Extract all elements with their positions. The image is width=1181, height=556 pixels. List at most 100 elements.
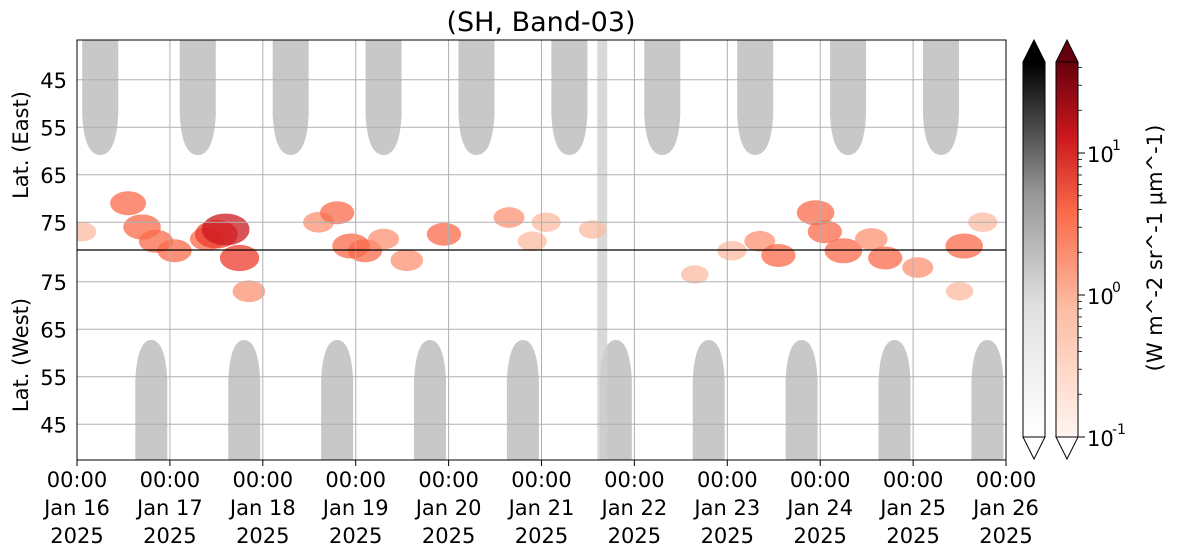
emission-patch bbox=[717, 240, 747, 261]
colorbar-greys bbox=[1022, 61, 1046, 438]
plot-area bbox=[76, 39, 1007, 461]
day-region-east bbox=[82, 40, 119, 155]
x-tick-time: 00:00 bbox=[790, 468, 851, 492]
emission-patch bbox=[854, 228, 888, 250]
x-tick-date: Jan 22 bbox=[600, 496, 668, 520]
day-region-west bbox=[414, 340, 447, 460]
colorbar-tick-label: 10 bbox=[1087, 427, 1114, 451]
day-region-west bbox=[692, 340, 725, 460]
x-tick-year: 2025 bbox=[50, 524, 103, 548]
emission-patch bbox=[761, 244, 796, 267]
x-tick-date: Jan 21 bbox=[507, 496, 575, 520]
colorbar-tick-exponent: -1 bbox=[1112, 422, 1126, 438]
emission-patch bbox=[807, 220, 843, 244]
day-region-east bbox=[179, 40, 216, 155]
emission-patch bbox=[157, 239, 192, 263]
colorbar-reds bbox=[1055, 61, 1079, 438]
day-region-west bbox=[599, 340, 632, 460]
day-region-west bbox=[506, 340, 539, 460]
x-tick-time: 00:00 bbox=[47, 468, 108, 492]
y-tick-label: 65 bbox=[40, 318, 67, 342]
day-region-east bbox=[458, 40, 495, 155]
emission-patch bbox=[796, 200, 835, 226]
emission-patch bbox=[945, 282, 974, 301]
day-region-east bbox=[644, 40, 681, 155]
day-region-west bbox=[135, 340, 168, 460]
y-tick-label: 75 bbox=[40, 271, 67, 295]
emission-patch bbox=[426, 222, 462, 246]
emission-patch bbox=[390, 249, 424, 272]
y-tick-label: 65 bbox=[40, 164, 67, 188]
day-region-west bbox=[971, 340, 1004, 460]
x-tick-year: 2025 bbox=[793, 524, 846, 548]
emission-patch bbox=[868, 246, 903, 270]
x-tick-date: Jan 18 bbox=[228, 496, 296, 520]
day-region-west bbox=[785, 340, 818, 460]
colorbar-tick-exponent: 1 bbox=[1112, 138, 1121, 154]
x-tick-date: Jan 20 bbox=[414, 496, 482, 520]
x-tick-year: 2025 bbox=[979, 524, 1032, 548]
emission-patch bbox=[368, 228, 400, 250]
x-tick-date: Jan 23 bbox=[692, 496, 760, 520]
day-region-east bbox=[737, 40, 774, 155]
x-tick-year: 2025 bbox=[608, 524, 661, 548]
emission-patch bbox=[493, 207, 525, 228]
x-tick-year: 2025 bbox=[329, 524, 382, 548]
emission-patch bbox=[680, 265, 709, 284]
emission-patch bbox=[578, 220, 607, 239]
emission-patch bbox=[219, 244, 260, 272]
colorbar-extend-max bbox=[1055, 38, 1079, 63]
y-tick-label: 55 bbox=[40, 366, 67, 390]
x-tick-time: 00:00 bbox=[976, 468, 1037, 492]
x-tick-time: 00:00 bbox=[511, 468, 572, 492]
x-tick-year: 2025 bbox=[886, 524, 939, 548]
axes: 45 55 65 75 75 65 55 45 Lat. (East) Lat. (West) 00… bbox=[9, 69, 1039, 548]
x-tick-date: Jan 16 bbox=[42, 496, 110, 520]
x-tick-time: 00:00 bbox=[418, 468, 479, 492]
emission-patch bbox=[902, 257, 934, 278]
x-tick-time: 00:00 bbox=[325, 468, 386, 492]
emission-patch bbox=[319, 201, 355, 225]
day-region-west bbox=[321, 340, 354, 460]
day-region-west bbox=[228, 340, 261, 460]
y-tick-label: 45 bbox=[40, 413, 67, 437]
x-tick-date: Jan 17 bbox=[135, 496, 203, 520]
emission-patch bbox=[945, 233, 984, 259]
colorbar-extend-max bbox=[1022, 38, 1046, 63]
y-tick-label: 45 bbox=[40, 69, 67, 93]
colorbar-tick-label: 10 bbox=[1087, 285, 1114, 309]
colorbar-tick-label: 10 bbox=[1087, 143, 1114, 167]
x-tick-date: Jan 25 bbox=[878, 496, 946, 520]
emission-patch bbox=[201, 213, 250, 246]
x-tick-year: 2025 bbox=[701, 524, 754, 548]
day-region-east bbox=[365, 40, 402, 155]
day-region-east bbox=[830, 40, 867, 155]
x-tick-year: 2025 bbox=[422, 524, 475, 548]
x-tick-time: 00:00 bbox=[883, 468, 944, 492]
colorbar-extend-min bbox=[1055, 436, 1079, 461]
colorbar-label: (W m^-2 sr^-1 μm^-1) bbox=[1143, 125, 1167, 372]
y-axis-label-east: Lat. (East) bbox=[9, 91, 33, 199]
x-tick-date: Jan 24 bbox=[785, 496, 853, 520]
x-tick-time: 00:00 bbox=[140, 468, 201, 492]
emission-patch bbox=[77, 221, 97, 242]
emission-patch bbox=[232, 280, 266, 303]
colorbar-extend-min bbox=[1022, 436, 1046, 461]
day-region-east bbox=[922, 40, 959, 155]
chart-title: (SH, Band-03) bbox=[446, 7, 635, 38]
colorbar-tick-exponent: 0 bbox=[1112, 280, 1121, 296]
day-region-east bbox=[272, 40, 309, 155]
emission-patch bbox=[824, 238, 863, 264]
y-tick-label: 75 bbox=[40, 211, 67, 235]
x-tick-date: Jan 26 bbox=[971, 496, 1039, 520]
x-tick-year: 2025 bbox=[236, 524, 289, 548]
x-tick-year: 2025 bbox=[515, 524, 568, 548]
day-region-east bbox=[551, 40, 588, 155]
emission-patch bbox=[744, 230, 776, 252]
x-tick-time: 00:00 bbox=[233, 468, 294, 492]
emission-patch bbox=[517, 231, 547, 252]
x-tick-time: 00:00 bbox=[697, 468, 758, 492]
x-tick-time: 00:00 bbox=[604, 468, 665, 492]
